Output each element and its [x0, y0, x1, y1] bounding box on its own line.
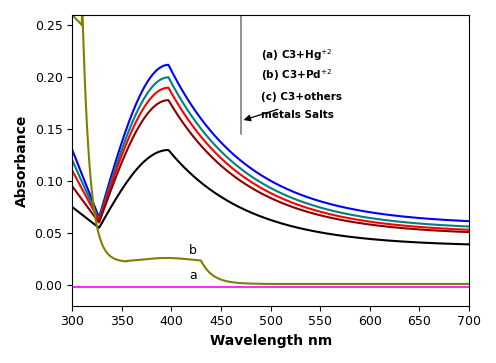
Text: b: b [189, 244, 197, 257]
Y-axis label: Absorbance: Absorbance [15, 114, 29, 207]
Text: metals Salts: metals Salts [261, 110, 334, 120]
X-axis label: Wavelength nm: Wavelength nm [209, 334, 332, 348]
Text: (b) C3+Pd$^{+2}$: (b) C3+Pd$^{+2}$ [261, 68, 332, 83]
Text: (a) C3+Hg$^{+2}$: (a) C3+Hg$^{+2}$ [261, 47, 332, 62]
Text: (c) C3+others: (c) C3+others [261, 92, 342, 102]
Text: a: a [189, 269, 197, 282]
